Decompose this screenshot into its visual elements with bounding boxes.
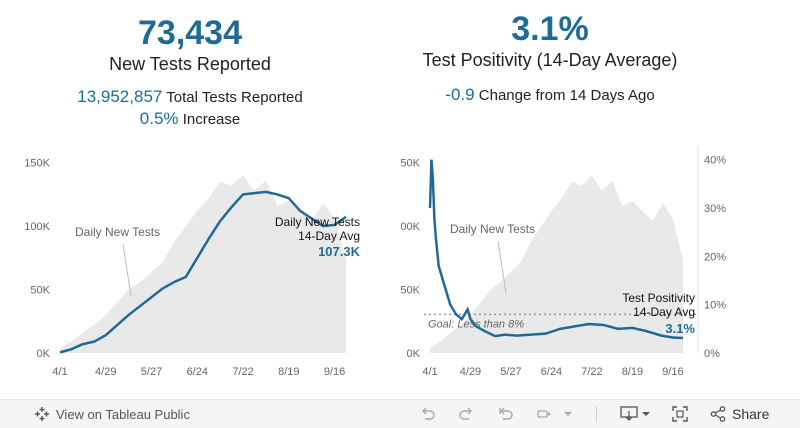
chevron-down-icon: [642, 412, 650, 416]
x-tick-label: 6/24: [541, 366, 562, 378]
y-tick-label: 150K: [400, 158, 421, 170]
y2-tick-label: 10%: [704, 300, 726, 312]
revert-icon: [499, 407, 513, 420]
x-tick-label: 4/1: [422, 366, 437, 378]
x-tick-label: 8/19: [622, 366, 643, 378]
annotation-pointer: [497, 240, 507, 294]
avg-label-line2: 14-Day Avg: [298, 229, 360, 243]
y-tick-label: 0K: [37, 348, 51, 360]
y-tick-label: 0K: [407, 348, 421, 360]
chevron-down-icon: [564, 412, 572, 416]
refresh-icon: [537, 410, 551, 418]
y2-tick-label: 40%: [704, 155, 726, 167]
positivity-chart: 0K 50K 100K 150K 4/1 4/29 5/27 6/24 7/22 8/19 9/16…: [400, 146, 726, 378]
fullscreen-button[interactable]: [672, 400, 688, 428]
y-tick-label: 100K: [24, 221, 50, 233]
redo-icon: [459, 407, 472, 420]
x-tick-label: 5/27: [141, 366, 162, 378]
x-tick-label: 4/29: [95, 366, 116, 378]
change-line: -0.9 Change from 14 Days Ago: [400, 85, 700, 105]
new-tests-number: 73,434: [138, 14, 242, 52]
download-button[interactable]: [620, 400, 650, 428]
avg-value-label: 3.1%: [665, 321, 695, 336]
total-tests-label: Total Tests Reported: [166, 89, 303, 106]
daily-tests-area: [60, 175, 346, 353]
undo-icon: [422, 407, 435, 420]
new-tests-chart: 0K 50K 100K 150K 4/1 4/29 5/27 6/24 7/22 8/19 9/16…: [24, 158, 361, 378]
total-tests-line: 13,952,857 Total Tests Reported: [40, 87, 340, 107]
x-tick-label: 7/22: [581, 366, 602, 378]
x-tick-label: 6/24: [187, 366, 208, 378]
y-tick-label: 50K: [30, 285, 50, 297]
y2-tick-label: 0%: [704, 348, 720, 360]
share-icon: [710, 406, 726, 422]
x-tick-label: 4/1: [52, 366, 67, 378]
share-label: Share: [732, 406, 770, 422]
positivity-title: Test Positivity (14-Day Average): [422, 50, 678, 70]
x-tick-label: 7/22: [232, 366, 253, 378]
tableau-toolbar: View on Tableau Public Share: [0, 399, 800, 428]
positivity-line: [428, 159, 684, 340]
x-tick-label: 9/16: [324, 366, 345, 378]
toolbar-divider: [596, 406, 597, 422]
tableau-logo-icon: [35, 407, 49, 421]
redo-button[interactable]: [458, 400, 474, 428]
revert-button[interactable]: [498, 400, 514, 428]
refresh-button[interactable]: [536, 400, 552, 428]
increase-line: 0.5% Increase: [40, 109, 340, 129]
positivity-number: 3.1%: [511, 10, 589, 48]
avg-label-line1: Daily New Tests: [275, 215, 360, 229]
refresh-dropdown[interactable]: [564, 400, 572, 428]
daily-tests-annotation: Daily New Tests: [75, 225, 160, 239]
change-value: -0.9: [445, 85, 475, 104]
share-button[interactable]: Share: [710, 400, 769, 428]
view-on-tableau-button[interactable]: View on Tableau Public: [34, 400, 190, 428]
download-icon: [620, 406, 638, 421]
avg-value-label: 107.3K: [318, 244, 361, 259]
avg-tests-line: [59, 190, 347, 354]
x-tick-label: 8/19: [278, 366, 299, 378]
increase-value: 0.5%: [139, 109, 179, 128]
y-tick-label: 150K: [24, 158, 50, 170]
x-tick-label: 4/29: [460, 366, 481, 378]
undo-button[interactable]: [420, 400, 436, 428]
total-tests-value: 13,952,857: [77, 87, 163, 106]
increase-label: Increase: [182, 111, 241, 128]
daily-tests-annotation: Daily New Tests: [450, 222, 535, 236]
view-on-tableau-label: View on Tableau Public: [56, 406, 190, 422]
y2-tick-label: 30%: [704, 203, 726, 215]
x-tick-label: 5/27: [500, 366, 521, 378]
new-tests-title: New Tests Reported: [109, 54, 271, 74]
fullscreen-icon: [672, 406, 688, 422]
avg-label-line2: 14-Day Avg: [633, 305, 695, 319]
change-label: Change from 14 Days Ago: [478, 87, 655, 104]
y2-tick-label: 20%: [704, 251, 726, 263]
x-tick-label: 9/16: [662, 366, 683, 378]
daily-tests-area: [430, 175, 683, 353]
y-tick-label: 50K: [400, 285, 420, 297]
y-tick-label: 100K: [400, 221, 421, 233]
avg-label-line1: Test Positivity: [622, 291, 695, 305]
annotation-pointer: [122, 243, 132, 297]
